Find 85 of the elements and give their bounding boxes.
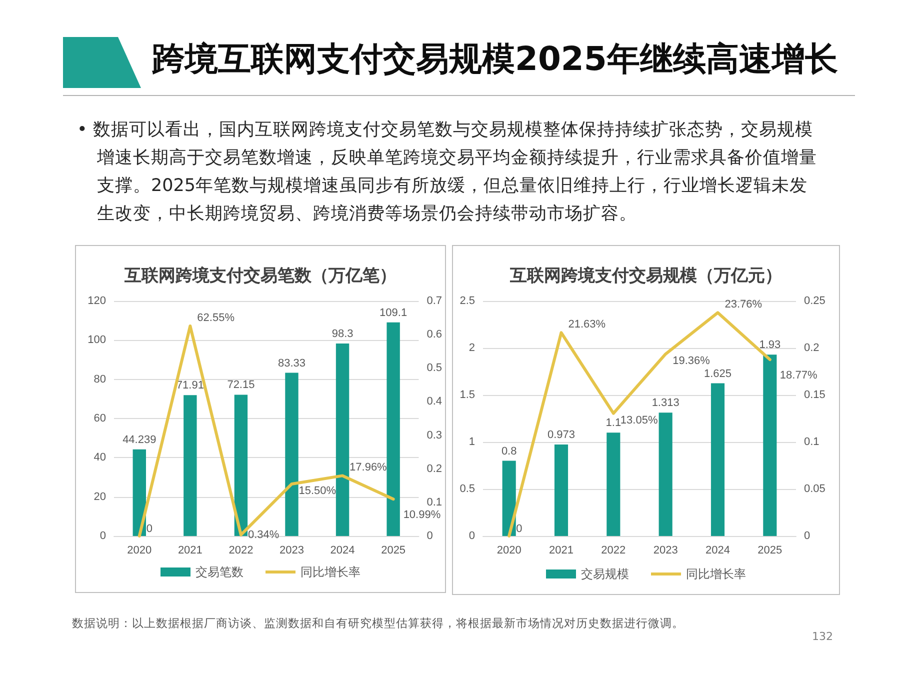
chart-title: 互联网跨境支付交易规模（万亿元） [509, 266, 782, 285]
data-label: 71.91 [176, 380, 204, 392]
x-tick-label: 2024 [706, 544, 730, 556]
bar [606, 432, 620, 536]
y-tick-label: 0.5 [460, 483, 475, 495]
x-tick-label: 2022 [228, 544, 254, 556]
y2-tick-label: 0.25 [804, 295, 826, 307]
legend-label: 交易笔数 [196, 565, 244, 579]
data-label: 1.313 [652, 397, 680, 410]
bar [502, 460, 516, 536]
data-label: 23.76% [724, 298, 762, 311]
data-label: 0 [516, 523, 522, 535]
data-label: 17.96% [350, 462, 388, 474]
text: 132 [812, 630, 833, 643]
y2-tick-label: 0.1 [804, 436, 820, 448]
y-tick-label: 60 [94, 412, 106, 424]
data-label: 1.1 [606, 417, 622, 430]
chart-title: 互联网跨境支付交易笔数（万亿笔） [124, 266, 396, 285]
legend-label: 同比增长率 [300, 565, 360, 579]
x-tick-label: 2023 [280, 544, 304, 556]
y2-tick-label: 0 [804, 530, 810, 542]
data-label: 10.99% [403, 509, 441, 522]
y2-tick-label: 0.15 [804, 389, 826, 401]
y2-tick-label: 0.6 [426, 328, 442, 341]
data-label: 0 [146, 523, 153, 535]
legend-label: 交易规模 [581, 567, 629, 581]
text: 数据说明：以上数据根据厂商访谈、监测数据和自有研究模型估算获得，将根据最新市场情况对历史数据进行微调。 [72, 616, 684, 631]
y2-tick-label: 0 [426, 530, 433, 542]
data-label: 18.77% [780, 370, 818, 382]
bar [386, 322, 400, 536]
bar [184, 395, 197, 536]
y-tick-label: 0 [468, 530, 475, 542]
legend-label: 同比增长率 [686, 567, 746, 581]
bar [285, 372, 298, 536]
y2-tick-label: 0.1 [426, 496, 442, 508]
bar [554, 444, 568, 536]
data-label: 1.625 [704, 368, 732, 380]
y-tick-label: 2 [468, 342, 475, 354]
y-tick-label: 2.5 [460, 295, 475, 307]
x-tick-label: 2021 [549, 544, 574, 556]
data-label: 15.50% [298, 484, 336, 497]
x-tick-label: 2025 [758, 544, 782, 556]
data-label: 1.93 [759, 339, 781, 352]
y2-tick-label: 0.05 [804, 483, 826, 495]
bar [132, 449, 146, 536]
data-label: 62.55% [197, 312, 235, 324]
y-tick-label: 100 [88, 334, 106, 346]
data-label: 0.973 [547, 429, 576, 442]
x-tick-label: 2020 [127, 544, 152, 556]
y-tick-label: 80 [94, 373, 106, 386]
text: • 数据可以看出，国内互联网跨境支付交易笔数与交易规模整体保持持续扩张态势，交易规模增速长期高于交易笔数增速，反映单笔跨境交易平均金额持续提升，行业需求具备价值增量支撑。2025年笔数与规模增速虽同步有所放缓，但总量依旧维持上行，行业增长逻辑未发生改变，中长期跨境贸易、跨境消费等场景仍会持续带动市场扩容。 [77, 119, 818, 226]
data-label: 13.05% [620, 414, 658, 426]
data-label: 44.239 [122, 434, 156, 446]
y2-tick-label: 0.4 [426, 396, 442, 408]
x-tick-label: 2025 [381, 544, 406, 556]
y-tick-label: 120 [88, 295, 106, 307]
data-label: 0.8 [501, 445, 517, 458]
data-label: 21.63% [568, 318, 606, 331]
bar [763, 354, 777, 536]
x-tick-label: 2022 [601, 544, 626, 556]
data-label: 72.15 [227, 379, 255, 392]
bar [710, 383, 725, 536]
y2-tick-label: 0.2 [426, 462, 442, 475]
y2-tick-label: 0.2 [804, 342, 820, 354]
bar [336, 343, 350, 536]
text: 跨境互联网支付交易规模2025年继续高速增长 [152, 38, 838, 80]
y-tick-label: 40 [94, 452, 106, 464]
y-tick-label: 1.5 [460, 389, 475, 401]
bar [658, 412, 672, 536]
y-tick-label: 0 [100, 530, 106, 542]
data-label: 109.1 [380, 306, 408, 319]
y-tick-label: 1 [468, 436, 475, 448]
y2-tick-label: 0.7 [426, 295, 442, 307]
x-tick-label: 2020 [496, 544, 522, 556]
x-tick-label: 2021 [178, 544, 202, 556]
y-tick-label: 20 [94, 490, 106, 503]
data-label: 83.33 [278, 357, 306, 370]
y2-tick-label: 0.3 [426, 429, 442, 442]
data-label: 0.34% [248, 528, 280, 541]
x-tick-label: 2024 [330, 544, 355, 556]
bar [234, 394, 248, 536]
x-tick-label: 2023 [653, 544, 678, 556]
y2-tick-label: 0.5 [426, 362, 442, 374]
data-label: 98.3 [332, 328, 354, 340]
data-label: 19.36% [672, 355, 710, 368]
